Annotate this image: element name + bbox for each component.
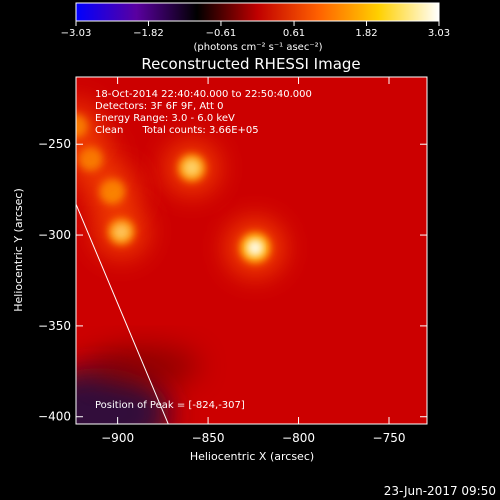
plot-frame bbox=[75, 76, 428, 425]
colorbar-tick-label: 1.82 bbox=[355, 28, 377, 39]
colorbar-tick-label: −0.61 bbox=[206, 28, 237, 39]
y-tick-label: −250 bbox=[38, 137, 71, 151]
axis-ticks: −900 −850 −800 −750 −400 −350 −300 −250 bbox=[38, 77, 427, 445]
colorbar-units-label: (photons cm⁻² s⁻¹ asec⁻²) bbox=[193, 42, 322, 53]
chart-title: Reconstructed RHESSI Image bbox=[141, 55, 360, 73]
colorbar-tick-label: 3.03 bbox=[428, 28, 450, 39]
emission-source bbox=[165, 141, 219, 195]
observation-info-line: Clean Total counts: 3.66E+05 bbox=[95, 125, 259, 136]
emission-source bbox=[95, 205, 148, 258]
colorbar-tick-label: −1.82 bbox=[133, 28, 164, 39]
x-tick-label: −900 bbox=[101, 431, 134, 445]
x-tick-label: −800 bbox=[282, 431, 315, 445]
peak-position-label: Position of Peak = [-824,-307] bbox=[95, 400, 245, 411]
emission-source bbox=[76, 102, 100, 151]
colorbar-tick-label: −3.03 bbox=[61, 28, 92, 39]
colorbar bbox=[75, 2, 440, 22]
low-emission-edge bbox=[89, 345, 200, 386]
footer-timestamp: 23-Jun-2017 09:50 bbox=[384, 484, 496, 498]
heatmap-image bbox=[76, 77, 427, 424]
x-tick-label: −750 bbox=[373, 431, 406, 445]
colorbar-tick-label: 0.61 bbox=[283, 28, 305, 39]
observation-info-line: Energy Range: 3.0 - 6.0 keV bbox=[95, 113, 235, 124]
y-axis-label: Heliocentric Y (arcsec) bbox=[12, 188, 25, 312]
observation-info: 18-Oct-2014 22:40:40.000 to 22:50:40.000… bbox=[95, 89, 312, 136]
x-tick-label: −850 bbox=[192, 431, 225, 445]
colorbar-ticks: −3.03 −1.82 −0.61 0.61 1.82 3.03 bbox=[61, 21, 450, 39]
emission-source bbox=[227, 219, 284, 276]
y-tick-label: −300 bbox=[38, 228, 71, 242]
observation-info-line: Detectors: 3F 6F 9F, Att 0 bbox=[95, 101, 223, 112]
solar-limb-line bbox=[76, 203, 169, 424]
observation-info-line: 18-Oct-2014 22:40:40.000 to 22:50:40.000 bbox=[95, 89, 312, 100]
x-axis-label: Heliocentric X (arcsec) bbox=[190, 450, 314, 463]
y-tick-label: −350 bbox=[38, 319, 71, 333]
y-tick-label: −400 bbox=[38, 410, 71, 424]
